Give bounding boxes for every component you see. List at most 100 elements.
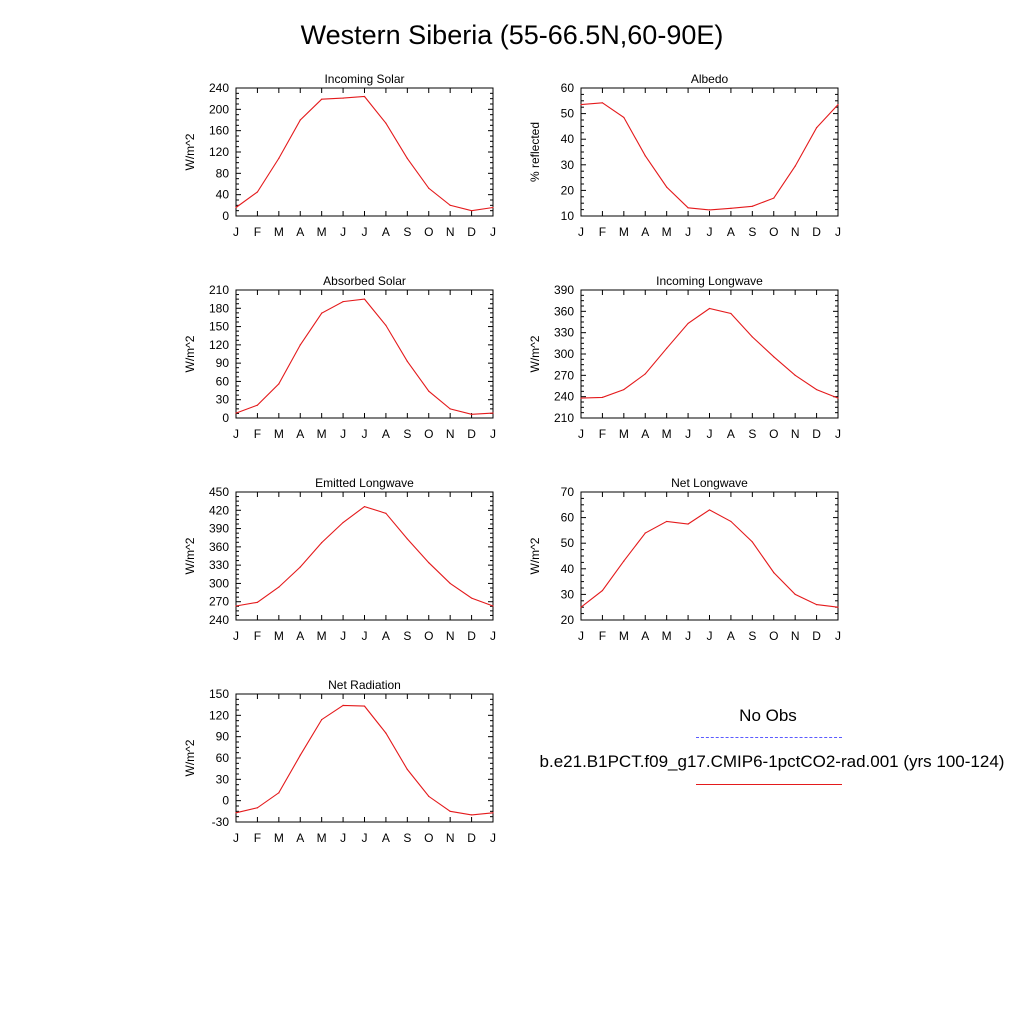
x-tick-label: J: [362, 831, 368, 845]
y-tick-label: 60: [216, 374, 230, 388]
x-tick-label: M: [662, 225, 672, 239]
y-axis-label: W/m^2: [183, 537, 197, 574]
y-tick-label: 210: [209, 283, 229, 297]
x-tick-label: J: [490, 427, 496, 441]
data-point: [321, 98, 323, 100]
x-tick-label: S: [748, 427, 756, 441]
legend-model-line: [696, 784, 842, 785]
y-tick-label: 390: [554, 283, 574, 297]
x-tick-label: A: [641, 629, 649, 643]
panel-5: Emitted Longwave W/m^2 240 270 300 330 360 390 4…: [183, 476, 496, 643]
x-tick-label: F: [254, 629, 261, 643]
x-tick-label: O: [424, 225, 433, 239]
x-tick-label: M: [662, 427, 672, 441]
data-point: [751, 336, 753, 338]
data-point: [837, 397, 839, 399]
data-point: [256, 601, 259, 603]
data-point: [449, 810, 451, 812]
data-point: [299, 754, 301, 756]
legend-model-label: b.e21.B1PCT.f09_g17.CMIP6-1pctCO2-rad.00…: [539, 752, 1005, 771]
x-tick-label: M: [619, 629, 629, 643]
data-point: [428, 562, 430, 564]
y-tick-label: 80: [216, 166, 230, 180]
x-tick-label: S: [748, 225, 756, 239]
data-point: [580, 104, 582, 106]
y-tick-label: 90: [216, 356, 230, 370]
y-tick-label: 120: [209, 708, 229, 722]
x-tick-label: J: [685, 629, 691, 643]
x-tick-label: M: [274, 629, 284, 643]
data-point: [644, 532, 646, 534]
x-tick-label: J: [835, 629, 841, 643]
y-tick-label: 70: [561, 485, 575, 499]
y-axis-label: W/m^2: [528, 537, 542, 574]
x-tick-label: M: [317, 225, 327, 239]
x-tick-label: O: [424, 831, 433, 845]
x-tick-label: A: [296, 225, 304, 239]
x-tick-label: J: [340, 427, 346, 441]
x-tick-label: O: [769, 427, 778, 441]
data-point: [449, 408, 451, 410]
data-point: [730, 520, 732, 523]
x-tick-label: D: [812, 225, 821, 239]
x-tick-label: A: [296, 427, 304, 441]
data-point: [342, 704, 344, 706]
data-point: [385, 732, 387, 734]
y-tick-label: 240: [554, 390, 574, 404]
y-tick-label: 450: [209, 485, 229, 499]
x-tick-label: S: [403, 831, 411, 845]
data-point: [601, 589, 604, 592]
data-point: [470, 413, 473, 415]
data-point: [278, 792, 280, 794]
data-point: [580, 397, 582, 399]
data-point: [666, 520, 668, 523]
data-point: [256, 404, 259, 406]
data-point: [687, 523, 689, 525]
data-point: [428, 390, 430, 392]
x-tick-label: A: [727, 225, 735, 239]
data-point: [687, 322, 689, 325]
x-tick-label: F: [254, 225, 261, 239]
x-tick-label: S: [403, 629, 411, 643]
data-point: [623, 116, 625, 119]
data-point: [363, 95, 366, 98]
data-point: [321, 312, 323, 314]
y-tick-label: -30: [212, 815, 230, 829]
x-tick-label: J: [233, 629, 239, 643]
x-tick-label: J: [362, 225, 368, 239]
x-tick-label: J: [578, 629, 584, 643]
data-point: [299, 566, 301, 568]
x-tick-label: A: [382, 225, 390, 239]
legend-obs-label: No Obs: [739, 706, 797, 725]
data-point: [235, 412, 237, 414]
x-tick-label: J: [233, 225, 239, 239]
x-tick-label: S: [403, 225, 411, 239]
data-point: [773, 572, 775, 574]
x-tick-label: N: [446, 427, 455, 441]
y-tick-label: 120: [209, 338, 229, 352]
model-series-line: [235, 505, 494, 607]
x-tick-label: D: [812, 629, 821, 643]
y-axis-label: W/m^2: [183, 133, 197, 170]
panel-title: Albedo: [691, 72, 729, 86]
y-tick-label: 210: [554, 411, 574, 425]
data-point: [278, 586, 280, 588]
data-point: [342, 97, 344, 99]
x-tick-label: N: [791, 629, 800, 643]
data-point: [406, 768, 408, 770]
y-tick-label: 240: [209, 613, 229, 627]
legend-obs-line: [696, 737, 842, 738]
x-tick-label: S: [403, 427, 411, 441]
x-tick-label: N: [791, 427, 800, 441]
panel-title: Net Radiation: [328, 678, 401, 692]
x-tick-label: O: [769, 629, 778, 643]
data-point: [385, 512, 387, 514]
data-point: [363, 298, 366, 300]
y-tick-label: 0: [222, 209, 229, 223]
x-tick-label: J: [707, 225, 713, 239]
model-series-line: [235, 704, 494, 816]
data-point: [235, 812, 237, 814]
y-tick-label: 390: [209, 522, 229, 536]
